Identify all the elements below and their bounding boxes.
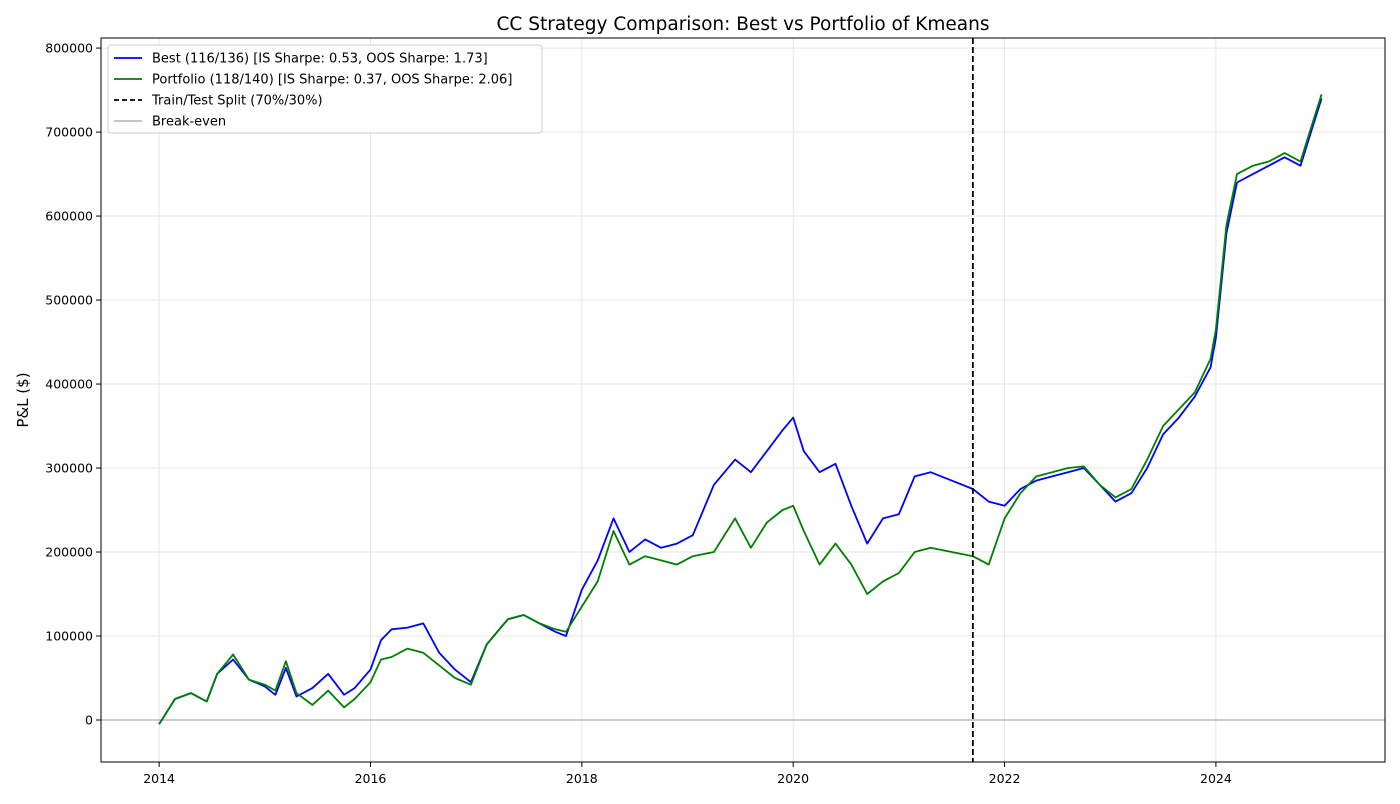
legend-box <box>107 44 543 134</box>
plot-area <box>101 38 1385 762</box>
grid <box>101 38 1385 762</box>
legend-label: Portfolio (118/140) [IS Sharpe: 0.37, OO… <box>152 73 512 88</box>
plot-frame <box>100 37 1386 763</box>
x-tick-label: 2016 <box>355 771 387 786</box>
legend-label: Train/Test Split (70%/30%) <box>151 94 323 109</box>
y-tick-label: 200000 <box>45 545 93 560</box>
legend-label: Break-even <box>152 115 226 130</box>
y-tick-label: 100000 <box>45 629 93 644</box>
y-axis-label: P&L ($) <box>14 372 32 427</box>
y-tick-label: 400000 <box>45 377 93 392</box>
y-tick-label: 500000 <box>45 293 93 308</box>
y-tick-label: 300000 <box>45 461 93 476</box>
series-line-best <box>158 98 1323 725</box>
y-tick-label: 700000 <box>45 125 93 140</box>
y-tick-label: 0 <box>85 713 93 728</box>
x-tick-label: 2020 <box>777 771 809 786</box>
series-line-portfolio <box>158 94 1323 725</box>
x-tick-label: 2024 <box>1200 771 1232 786</box>
x-tick-label: 2014 <box>143 771 175 786</box>
legend: Best (116/136) [IS Sharpe: 0.53, OOS Sha… <box>107 44 543 134</box>
axes: 2014 2016 2018 2020 2022 2024 0 100000 200000 300… <box>45 41 1232 786</box>
y-tick-label: 600000 <box>45 209 93 224</box>
x-tick-label: 2018 <box>566 771 598 786</box>
y-tick-label: 800000 <box>45 41 93 56</box>
chart-title: CC Strategy Comparison: Best vs Portfoli… <box>497 14 990 35</box>
legend-label: Best (116/136) [IS Sharpe: 0.53, OOS Sha… <box>152 52 488 67</box>
x-tick-label: 2022 <box>989 771 1021 786</box>
